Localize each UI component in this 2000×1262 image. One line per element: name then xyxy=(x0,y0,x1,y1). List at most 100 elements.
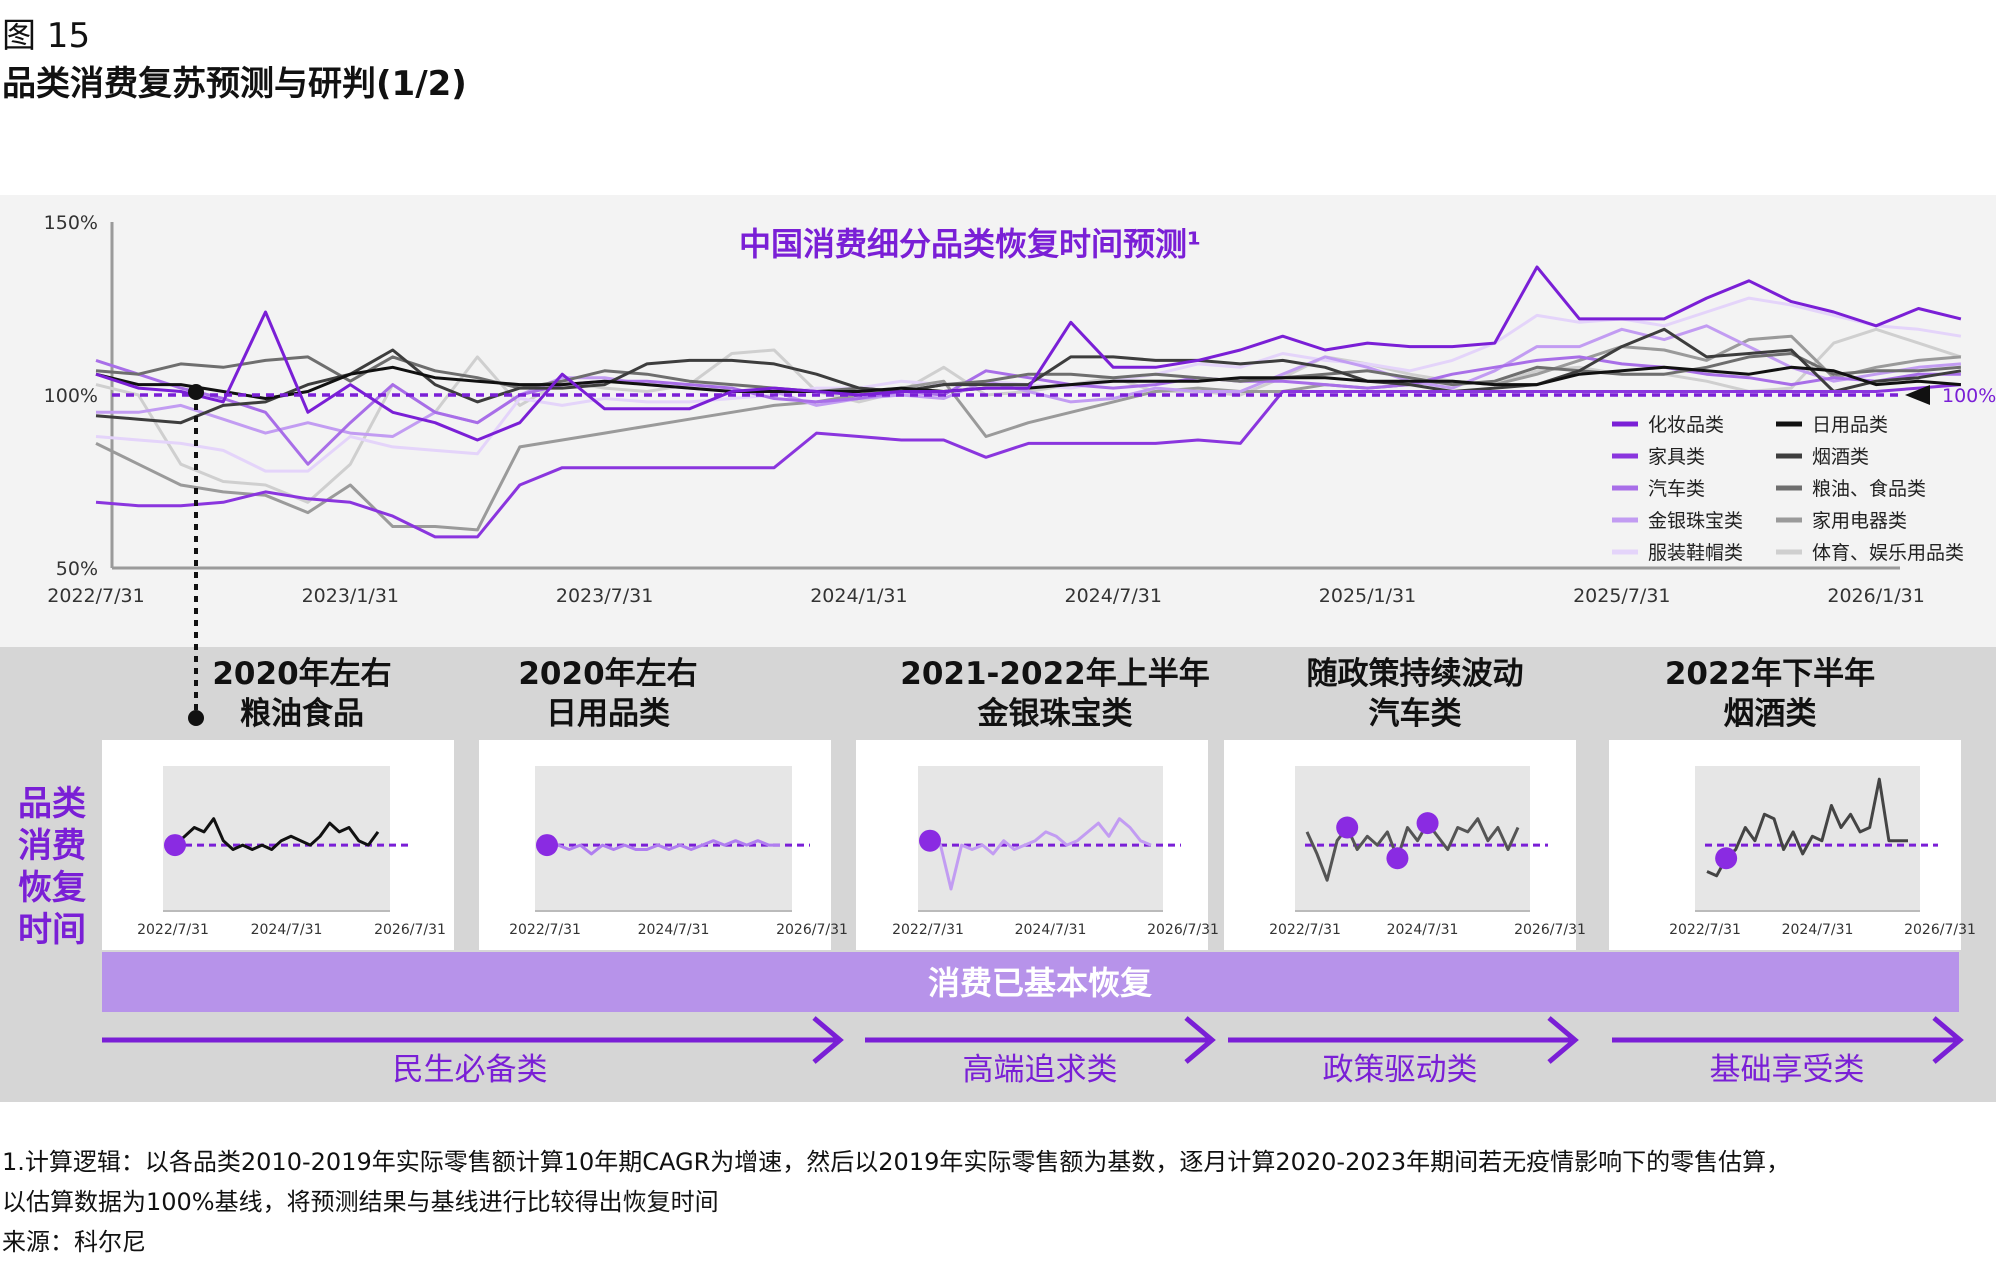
arrow-head-icon xyxy=(1184,1016,1216,1064)
footnotes: 1.计算逻辑：以各品类2010-2019年实际零售额计算10年期CAGR为增速，… xyxy=(2,1142,1790,1262)
series-line-6 xyxy=(95,327,1962,425)
mini-chart-line xyxy=(929,817,1152,891)
arrow-label: 政策驱动类 xyxy=(1323,1052,1478,1088)
series-line-1 xyxy=(95,383,1962,539)
mini-chart-tick: 2024/7/31 xyxy=(1782,922,1854,938)
legend-label: 体育、娱乐用品类 xyxy=(1812,542,1964,564)
mini-chart-dot xyxy=(1416,812,1439,835)
mini-chart-dot xyxy=(1386,847,1409,870)
mini-chart-plot-bg xyxy=(1295,766,1530,911)
series-line-8 xyxy=(95,334,1962,532)
side-label-line: 品类 xyxy=(18,784,86,824)
category-arrows: 民生必备类 高端追求类 政策驱动类 基础享受类 xyxy=(102,1016,1964,1088)
side-label-line: 时间 xyxy=(18,910,86,950)
mini-chart-dot xyxy=(1715,847,1738,870)
mini-chart-title: 随政策持续波动 xyxy=(1307,656,1524,692)
mini-chart-title: 2020年左右 xyxy=(518,656,697,692)
mini-chart-tick: 2024/7/31 xyxy=(1015,922,1087,938)
category-arrow-3: 基础享受类 xyxy=(1612,1016,1964,1088)
mini-chart-tick: 2026/7/31 xyxy=(1904,922,1976,938)
x-tick-label: 2023/7/31 xyxy=(556,585,653,607)
mini-chart-dot xyxy=(164,834,186,857)
connector-dot-bottom xyxy=(188,710,204,726)
note-1: 1.计算逻辑：以各品类2010-2019年实际零售额计算10年期CAGR为增速，… xyxy=(2,1148,1791,1176)
mini-chart-tick: 2024/7/31 xyxy=(251,922,323,938)
mini-chart-tick: 2022/7/31 xyxy=(509,922,581,938)
y-tick-label: 100% xyxy=(44,385,98,407)
mini-chart-dot xyxy=(1336,816,1359,839)
mini-chart-title: 2020年左右 xyxy=(212,656,391,692)
legend-label: 汽车类 xyxy=(1648,478,1705,500)
side-label-line: 恢复 xyxy=(18,868,86,908)
legend-label: 家具类 xyxy=(1648,446,1705,468)
mini-chart-tick: 2022/7/31 xyxy=(892,922,964,938)
chart-title: 中国消费细分品类恢复时间预测¹ xyxy=(739,225,1201,263)
legend-label: 服装鞋帽类 xyxy=(1648,542,1743,564)
note-2: 以估算数据为100%基线，将预测结果与基线进行比较得出恢复时间 xyxy=(2,1188,719,1216)
top-chart-panel xyxy=(0,195,1996,647)
mini-chart-subtitle: 日用品类 xyxy=(546,696,670,732)
mini-chart-plot-bg xyxy=(535,766,792,911)
mini-chart-subtitle: 烟酒类 xyxy=(1724,696,1817,732)
figure-title: 品类消费复苏预测与研判(1/2) xyxy=(2,64,467,104)
mini-chart-dot xyxy=(536,834,558,857)
x-tick-label: 2023/1/31 xyxy=(302,585,399,607)
mini-chart-tick: 2022/7/31 xyxy=(1269,922,1341,938)
mini-chart-subtitle: 粮油食品 xyxy=(240,696,364,732)
mini-chart-dot xyxy=(919,829,941,852)
legend-label: 家用电器类 xyxy=(1812,510,1907,532)
x-tick-label: 2022/7/31 xyxy=(47,585,144,607)
legend-label: 粮油、食品类 xyxy=(1812,478,1926,500)
baseline-label: 100% xyxy=(1942,385,1996,407)
x-tick-label: 2025/1/31 xyxy=(1319,585,1416,607)
arrow-head-icon xyxy=(1932,1016,1964,1064)
mini-chart-plot-bg xyxy=(163,766,390,911)
mini-chart-tick: 2024/7/31 xyxy=(638,922,710,938)
mini-chart-plot-bg xyxy=(1695,766,1920,911)
legend-label: 日用品类 xyxy=(1812,414,1888,436)
connector-dot-top xyxy=(188,384,204,400)
category-arrow-0: 民生必备类 xyxy=(102,1016,844,1088)
mini-chart-plot-bg xyxy=(918,766,1163,911)
mini-chart-line xyxy=(547,839,780,856)
series-line-0 xyxy=(95,265,1962,442)
x-tick-label: 2026/1/31 xyxy=(1827,585,1924,607)
y-tick-label: 50% xyxy=(56,558,98,580)
mini-chart-title: 2022年下半年 xyxy=(1665,656,1875,692)
arrow-head-icon xyxy=(1547,1016,1579,1064)
mini-chart-tick: 2026/7/31 xyxy=(1514,922,1586,938)
source-note: 来源：科尔尼 xyxy=(2,1228,146,1256)
legend-label: 烟酒类 xyxy=(1812,446,1869,468)
main-figure: 150% 100% 50% 2022/7/31 2023/1/31 2023/7/31 2… xyxy=(0,195,1996,1102)
arrow-label: 高端追求类 xyxy=(963,1052,1118,1088)
mini-chart-tick: 2022/7/31 xyxy=(1669,922,1741,938)
y-tick-label: 150% xyxy=(44,212,98,234)
recovered-band xyxy=(102,952,1959,1012)
side-label-line: 消费 xyxy=(18,826,86,866)
arrow-label: 基础享受类 xyxy=(1710,1052,1865,1088)
arrow-label: 民生必备类 xyxy=(393,1052,548,1088)
baseline-arrow-icon xyxy=(1905,385,1930,405)
arrow-head-icon xyxy=(812,1016,844,1064)
category-arrow-1: 高端追求类 xyxy=(865,1016,1216,1088)
mini-chart-line xyxy=(173,817,380,851)
mini-chart-tick: 2026/7/31 xyxy=(776,922,848,938)
x-tick-label: 2024/1/31 xyxy=(810,585,907,607)
legend-label: 化妆品类 xyxy=(1648,414,1724,436)
category-arrow-2: 政策驱动类 xyxy=(1228,1016,1579,1088)
x-tick-label: 2025/7/31 xyxy=(1573,585,1670,607)
mini-chart-tick: 2026/7/31 xyxy=(374,922,446,938)
mini-chart-tick: 2022/7/31 xyxy=(137,922,209,938)
mini-chart-tick: 2026/7/31 xyxy=(1147,922,1219,938)
x-tick-label: 2024/7/31 xyxy=(1064,585,1161,607)
mini-chart-line xyxy=(1706,777,1908,878)
recovered-band-label: 消费已基本恢复 xyxy=(928,964,1152,1002)
mini-chart-tick: 2024/7/31 xyxy=(1387,922,1459,938)
